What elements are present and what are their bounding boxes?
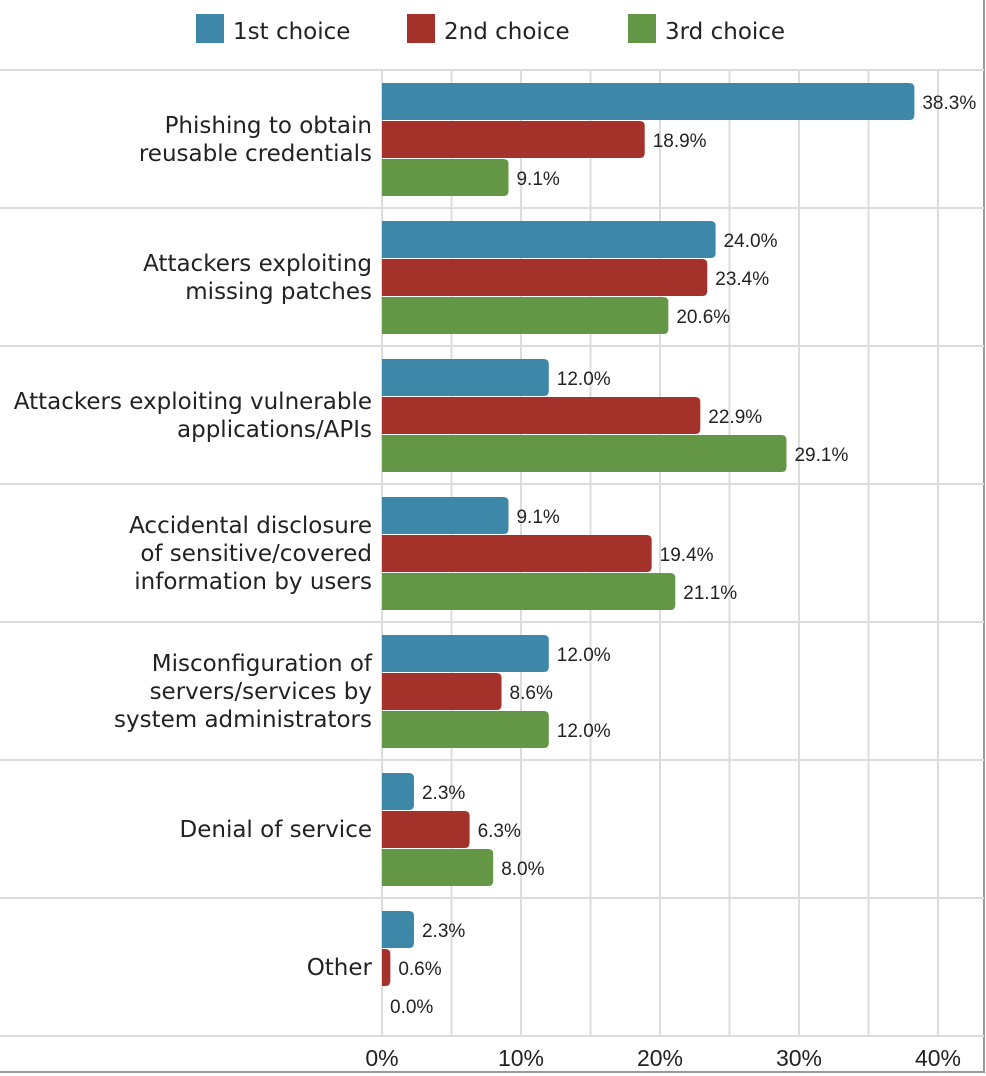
category-label: system administrators — [114, 707, 372, 733]
category-label: servers/services by — [150, 679, 372, 705]
bar-1-3 — [382, 359, 549, 396]
legend-swatch-1 — [196, 14, 224, 43]
data-label: 18.9% — [653, 131, 707, 152]
bar-1-7 — [382, 911, 414, 948]
category-label: Attackers exploiting — [143, 251, 372, 277]
data-label: 8.0% — [501, 859, 544, 880]
bar-2-3 — [382, 397, 701, 434]
category-label: reusable credentials — [139, 141, 372, 167]
data-label: 21.1% — [683, 583, 737, 604]
category-label: Denial of service — [180, 817, 373, 843]
data-label: 0.0% — [390, 997, 433, 1018]
bar-2-2 — [382, 259, 708, 296]
legend-label-2: 2nd choice — [444, 19, 570, 45]
category-label: Attackers exploiting vulnerable — [14, 389, 372, 415]
data-label: 9.1% — [516, 507, 559, 528]
bar-2-5 — [382, 673, 502, 710]
data-label: 2.3% — [422, 783, 465, 804]
data-label: 38.3% — [922, 93, 976, 114]
bar-2-6 — [382, 811, 470, 848]
data-label: 29.1% — [794, 445, 848, 466]
x-tick-label: 30% — [776, 1045, 822, 1071]
bar-1-4 — [382, 497, 509, 534]
data-label: 12.0% — [557, 369, 611, 390]
x-tick-label: 10% — [498, 1045, 544, 1071]
bar-3-1 — [382, 159, 509, 196]
bar-1-1 — [382, 83, 915, 120]
bar-1-5 — [382, 635, 549, 672]
x-tick-label: 20% — [637, 1045, 683, 1071]
bar-3-5 — [382, 711, 549, 748]
data-label: 6.3% — [478, 821, 521, 842]
category-label: information by users — [134, 569, 372, 595]
category-label: Other — [307, 955, 373, 981]
data-label: 12.0% — [557, 645, 611, 666]
legend-swatch-2 — [407, 14, 435, 43]
data-label: 24.0% — [724, 231, 778, 252]
category-label: of sensitive/covered — [140, 541, 372, 567]
category-label: applications/APIs — [177, 417, 372, 443]
data-label: 8.6% — [510, 683, 553, 704]
data-label: 0.6% — [398, 959, 441, 980]
legend-label-3: 3rd choice — [665, 19, 785, 45]
category-label: Phishing to obtain — [165, 113, 372, 139]
data-label: 9.1% — [516, 169, 559, 190]
bar-2-1 — [382, 121, 645, 158]
bar-3-6 — [382, 849, 494, 886]
category-label: Misconfiguration of — [152, 651, 373, 677]
data-label: 19.4% — [660, 545, 714, 566]
bar-3-3 — [382, 435, 787, 472]
bar-3-4 — [382, 573, 676, 610]
data-label: 2.3% — [422, 921, 465, 942]
bar-1-6 — [382, 773, 414, 810]
legend-label-1: 1st choice — [233, 19, 350, 45]
category-label: missing patches — [185, 279, 372, 305]
legend-swatch-3 — [628, 14, 656, 43]
data-label: 22.9% — [708, 407, 762, 428]
category-label: Accidental disclosure — [129, 513, 372, 539]
bar-1-2 — [382, 221, 716, 258]
bar-3-2 — [382, 297, 669, 334]
data-label: 23.4% — [715, 269, 769, 290]
bar-2-4 — [382, 535, 652, 572]
x-tick-label: 0% — [365, 1045, 398, 1071]
x-tick-label: 40% — [915, 1045, 961, 1071]
data-label: 20.6% — [676, 307, 730, 328]
bar-2-7 — [382, 949, 391, 986]
data-label: 12.0% — [557, 721, 611, 742]
